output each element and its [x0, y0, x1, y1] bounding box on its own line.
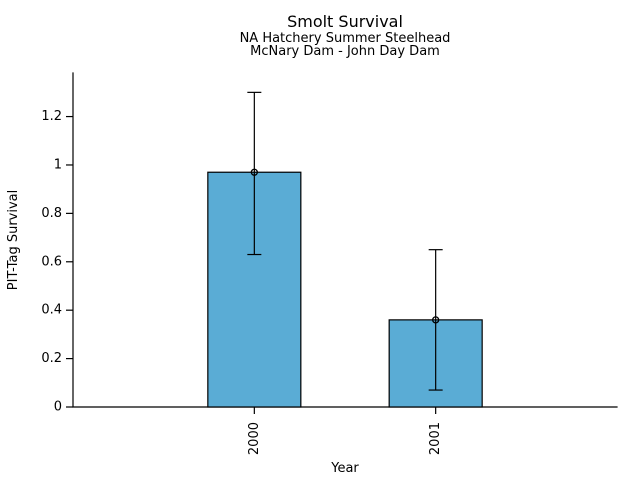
- axis-spine: [72, 72, 618, 408]
- x-axis-label: Year: [330, 461, 359, 476]
- plot-area: 0 0.2 0.4 0.6 0.8 1 1.2 2000 2001: [41, 72, 618, 455]
- y-axis-label: PIT-Tag Survival: [6, 190, 21, 290]
- x-tick-label-2001: 2001: [428, 422, 443, 455]
- y-tick-label: 0.4: [41, 303, 62, 318]
- y-tick-label: 1: [54, 157, 62, 172]
- chart-subtitle-line2: McNary Dam - John Day Dam: [250, 44, 440, 59]
- chart-title: Smolt Survival: [287, 12, 403, 31]
- point-marker-2000: [250, 168, 258, 176]
- y-tick-label: 0.8: [41, 206, 62, 221]
- x-tick-label-2000: 2000: [247, 422, 262, 455]
- y-tick-label: 0.6: [41, 254, 62, 269]
- y-tick-label: 0: [54, 400, 62, 415]
- point-marker-2001: [432, 316, 440, 324]
- chart-subtitle-line1: NA Hatchery Summer Steelhead: [240, 31, 451, 46]
- y-tick-label: 0.2: [41, 351, 62, 366]
- y-tick-label: 1.2: [41, 109, 62, 124]
